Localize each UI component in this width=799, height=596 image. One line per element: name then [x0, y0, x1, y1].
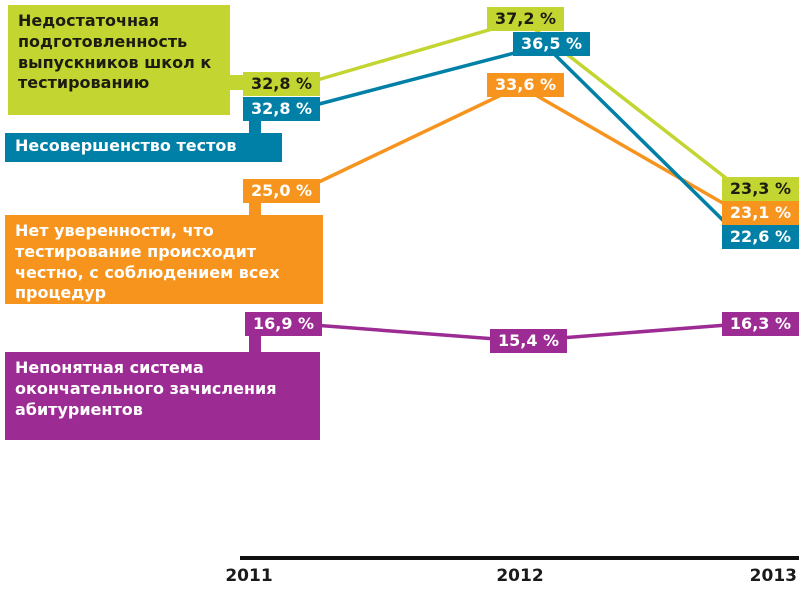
connector-teal [249, 118, 261, 136]
connector-orange [249, 200, 261, 218]
data-label-green-2013: 23,3 % [721, 177, 799, 201]
data-label-orange-2013: 23,1 % [721, 201, 799, 225]
legend-block-insufficient-preparation: Недостаточная подготовленность выпускник… [8, 5, 230, 115]
data-label-teal-2012: 36,5 % [513, 32, 591, 56]
data-label-orange-2012: 33,6 % [487, 73, 565, 97]
x-tick-2011: 2011 [225, 566, 273, 586]
legend-block-imperfect-tests: Несовершенство тестов [5, 133, 282, 162]
line-no-confidence-fair-testing [299, 84, 741, 215]
data-label-green-2011: 32,8 % [243, 72, 321, 96]
data-label-green-2012: 37,2 % [487, 7, 565, 31]
data-label-teal-2013: 22,6 % [721, 225, 799, 249]
data-label-purple-2013: 16,3 % [721, 312, 799, 336]
data-label-purple-2011: 16,9 % [245, 312, 323, 336]
connector-purple [249, 333, 261, 355]
x-tick-2013: 2013 [749, 566, 797, 586]
x-axis-line [240, 556, 799, 560]
data-label-orange-2011: 25,0 % [243, 179, 321, 203]
connector-green [224, 75, 248, 90]
data-label-teal-2011: 32,8 % [243, 97, 321, 121]
x-tick-2012: 2012 [496, 566, 544, 586]
legend-block-unclear-enrollment-system: Непонятная система окончательного зачисл… [5, 352, 320, 440]
legend-block-no-confidence-fair-testing: Нет уверенности, что тестирование происх… [5, 215, 323, 304]
data-label-purple-2012: 15,4 % [490, 329, 568, 353]
